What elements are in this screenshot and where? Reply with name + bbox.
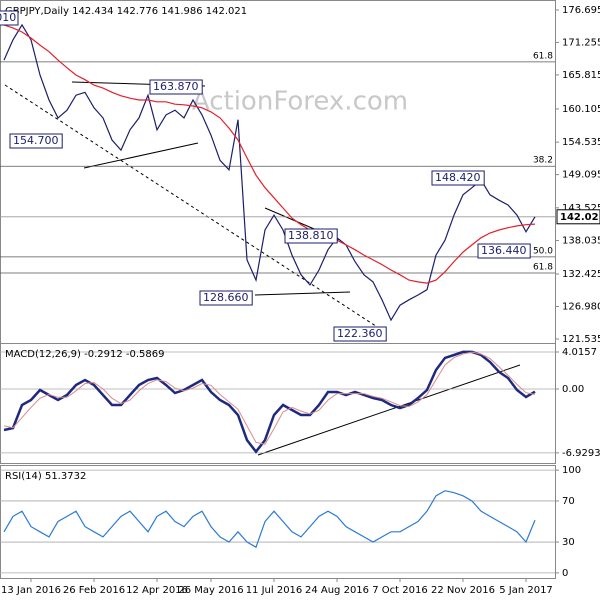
annotation: 163.870 <box>153 80 199 93</box>
series-line <box>3 351 536 445</box>
annotation-box <box>199 290 253 306</box>
x-tick-label: 7 Oct 2016 <box>372 585 427 596</box>
x-tick-label: 26 Feb 2016 <box>63 585 125 596</box>
level-label: 38.2 <box>533 156 553 166</box>
annotation: 154.700 <box>13 134 59 147</box>
y-tick-label: 132.425 <box>562 269 600 280</box>
annotation: 010 <box>0 11 16 24</box>
y-tick-label: 149.095 <box>562 170 600 181</box>
y-tick-label: 70 <box>562 496 575 507</box>
level-label: 61.8 <box>533 51 553 61</box>
current-price-label: 142.021 <box>560 212 600 223</box>
x-tick-label: 13 Jan 2016 <box>1 585 61 596</box>
y-tick-label: 121.535 <box>562 334 600 345</box>
annotation-box <box>333 326 387 342</box>
trend-line <box>83 142 199 169</box>
y-tick-label: 4.0157 <box>562 347 597 358</box>
y-tick-label: 0 <box>562 568 568 579</box>
trend-line <box>254 291 351 296</box>
x-tick-label: 24 Aug 2016 <box>305 585 369 596</box>
annotation: 128.660 <box>203 291 249 304</box>
annotation-box <box>284 228 338 244</box>
panel-title: GBPJPY,Daily 142.434 142.776 141.986 142… <box>5 6 247 17</box>
y-tick-label: 171.255 <box>562 37 600 48</box>
x-tick-label: 12 Apr 2016 <box>126 585 188 596</box>
y-tick-label: 143.525 <box>562 203 600 214</box>
level-label: 61.8 <box>533 262 553 272</box>
panel-frame <box>0 343 556 464</box>
current-price-box <box>556 209 600 225</box>
annotation: 148.420 <box>435 171 481 184</box>
x-tick-label: 5 Jan 2017 <box>499 585 553 596</box>
annotation: 136.440 <box>481 244 527 257</box>
x-tick-label: 26 May 2016 <box>178 585 243 596</box>
y-tick-label: 100 <box>562 465 581 476</box>
y-tick-label: 165.815 <box>562 70 600 81</box>
panel-frame <box>0 465 556 579</box>
level-label: 50.0 <box>533 246 553 256</box>
annotation-box <box>9 133 63 149</box>
watermark: ActionForex.com <box>192 87 408 117</box>
annotation-box <box>149 79 203 95</box>
x-tick-label: 22 Nov 2016 <box>431 585 495 596</box>
trend-lines <box>4 81 521 456</box>
x-tick-label: 11 Jul 2016 <box>246 585 303 596</box>
series-line <box>3 24 536 284</box>
y-tick-label: 176.695 <box>562 5 600 16</box>
series-line <box>3 490 536 549</box>
y-tick-label: 138.035 <box>562 236 600 247</box>
y-tick-label: -6.9293 <box>562 448 600 459</box>
annotation-box <box>0 10 19 26</box>
annotation-box <box>477 243 531 259</box>
y-tick-label: 126.980 <box>562 301 600 312</box>
series-line <box>3 350 536 454</box>
annotation-box <box>431 170 485 186</box>
y-tick-label: 160.105 <box>562 104 600 115</box>
y-tick-label: 0.00 <box>562 384 584 395</box>
series-line <box>3 23 536 322</box>
trend-line <box>257 364 521 456</box>
annotation: 138.810 <box>288 229 334 242</box>
y-tick-label: 154.535 <box>562 137 600 148</box>
panel-title: RSI(14) 51.3732 <box>5 471 86 482</box>
panel-title: MACD(12,26,9) -0.2912 -0.5869 <box>5 349 165 360</box>
y-tick-label: 30 <box>562 537 575 548</box>
annotation: 122.360 <box>337 327 383 340</box>
